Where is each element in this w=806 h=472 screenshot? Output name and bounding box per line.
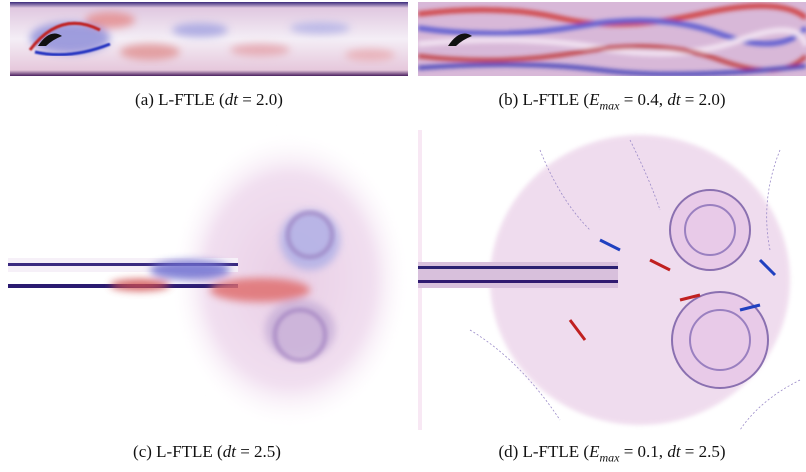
panel-c-image	[8, 130, 410, 430]
caption-part: = 2.5)	[236, 442, 281, 461]
caption-part: dt	[225, 90, 238, 109]
caption-part: (c) L-FTLE (	[133, 442, 223, 461]
caption-part: dt	[667, 90, 680, 109]
caption-part: = 0.1,	[619, 442, 667, 461]
caption-part: (d) L-FTLE (	[498, 442, 589, 461]
caption-part: max	[599, 450, 619, 464]
caption-b: (b) L-FTLE (Emax = 0.4, dt = 2.0)	[418, 90, 806, 113]
caption-part: max	[599, 98, 619, 112]
figure-page: (a) L-FTLE (dt = 2.0) (b) L-FTLE (Emax =…	[0, 0, 806, 472]
caption-part: = 0.4,	[619, 90, 667, 109]
caption-a: (a) L-FTLE (dt = 2.0)	[10, 90, 408, 110]
caption-part: dt	[223, 442, 236, 461]
figure-images	[0, 0, 806, 472]
caption-part: dt	[667, 442, 680, 461]
caption-part: = 2.5)	[681, 442, 726, 461]
panel-a-image	[10, 2, 408, 76]
panel-d-image	[418, 130, 800, 430]
caption-c: (c) L-FTLE (dt = 2.5)	[8, 442, 406, 462]
caption-part: E	[589, 442, 599, 461]
caption-part: = 2.0)	[238, 90, 283, 109]
panel-b-image	[418, 2, 806, 76]
caption-part: (a) L-FTLE (	[135, 90, 225, 109]
caption-part: = 2.0)	[681, 90, 726, 109]
caption-part: E	[589, 90, 599, 109]
caption-part: (b) L-FTLE (	[498, 90, 589, 109]
caption-d: (d) L-FTLE (Emax = 0.1, dt = 2.5)	[418, 442, 806, 465]
